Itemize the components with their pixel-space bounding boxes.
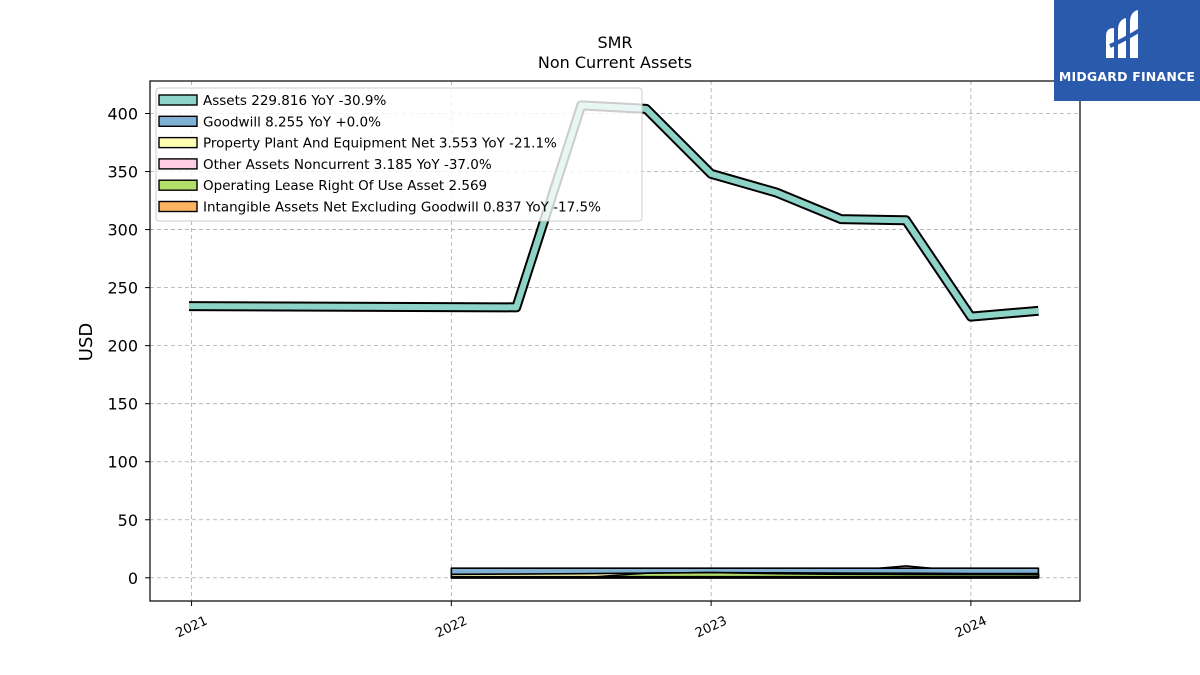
x-tick-label: 2021 xyxy=(174,614,210,642)
legend-swatch xyxy=(158,115,198,128)
area-series-layer xyxy=(450,565,1040,579)
chart-title: SMR xyxy=(597,33,632,52)
logo-text: MIDGARD FINANCE xyxy=(1058,69,1196,84)
legend-swatch xyxy=(158,200,198,213)
y-tick-label: 100 xyxy=(107,453,138,472)
legend-entry: Other Assets Noncurrent 3.185 YoY -37.0% xyxy=(203,157,492,173)
chart-subtitle: Non Current Assets xyxy=(538,53,692,72)
legend-swatch xyxy=(158,136,198,149)
legend-entry: Assets 229.816 YoY -30.9% xyxy=(203,93,387,109)
x-tick-label: 2023 xyxy=(693,614,729,642)
legend-swatch xyxy=(158,179,198,191)
legend-entry: Intangible Assets Net Excluding Goodwill… xyxy=(203,200,601,216)
legend: Assets 229.816 YoY -30.9% Goodwill 8.255 … xyxy=(155,87,643,222)
x-tick-label: 2024 xyxy=(953,614,989,642)
y-tick-label: 400 xyxy=(107,105,138,124)
series-area-5 xyxy=(450,575,1040,579)
logo-mark-icon xyxy=(1106,10,1142,58)
legend-entry: Operating Lease Right Of Use Asset 2.569 xyxy=(203,178,487,194)
legend-entry: Property Plant And Equipment Net 3.553 Y… xyxy=(203,136,557,152)
legend-swatch xyxy=(158,94,198,106)
plot-frame xyxy=(149,80,1081,602)
legend-box xyxy=(155,87,643,222)
y-axis-label: USD xyxy=(76,323,97,361)
y-tick-label: 0 xyxy=(128,569,138,588)
y-tick-label: 50 xyxy=(118,511,138,530)
y-tick-label: 200 xyxy=(107,337,138,356)
midgard-finance-logo: MIDGARD FINANCE xyxy=(1054,0,1200,101)
y-tick-label: 300 xyxy=(107,221,138,240)
legend-swatch xyxy=(158,158,198,170)
y-tick-label: 150 xyxy=(107,395,138,414)
x-tick-label: 2022 xyxy=(433,614,469,642)
y-tick-label: 250 xyxy=(107,279,138,298)
y-tick-label: 350 xyxy=(107,163,138,182)
legend-entry: Goodwill 8.255 YoY +0.0% xyxy=(203,114,381,130)
